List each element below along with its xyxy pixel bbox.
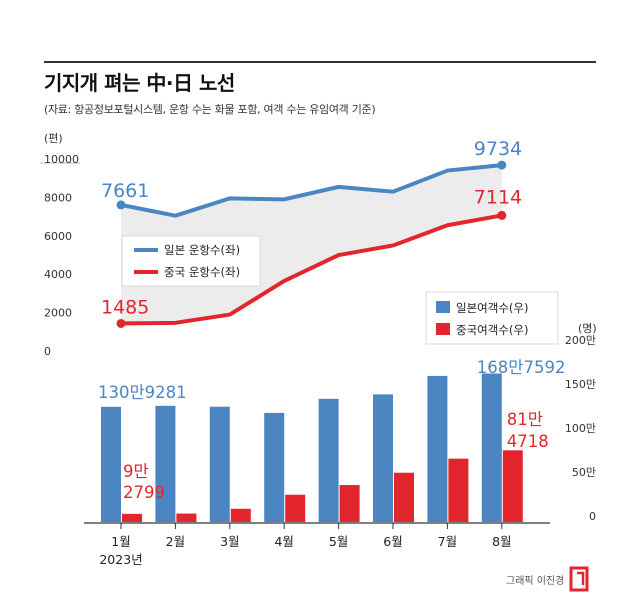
right-axis: (명) 0 50만 100만 150만 200만 xyxy=(565,322,597,523)
china-passengers-bar xyxy=(122,513,142,522)
left-axis: (편) 0 2000 4000 6000 8000 10000 xyxy=(40,132,80,358)
x-axis-tick: 5월 xyxy=(329,534,348,549)
china-passengers-bar xyxy=(394,472,414,522)
japan-passengers-bar xyxy=(209,406,230,522)
japan-flights-last-label: 9734 xyxy=(474,138,522,160)
legend-china-passengers-swatch xyxy=(436,323,450,335)
china-passengers-last-label-line2: 4718 xyxy=(507,432,549,451)
japan-passengers-bar xyxy=(481,373,502,522)
left-axis-tick: 8000 xyxy=(44,191,72,204)
china-passengers-bar xyxy=(339,485,360,522)
china-passengers-first-label-line1: 9만 xyxy=(123,462,149,481)
china-passengers-bar xyxy=(448,458,469,522)
graphic-credit: 그래픽 이진경 xyxy=(506,576,565,587)
japan-passengers-bar xyxy=(264,412,285,522)
right-axis-unit: (명) xyxy=(578,322,597,335)
china-flights-point xyxy=(116,318,126,328)
legend-japan-passengers-swatch xyxy=(436,301,450,313)
right-axis-tick: 150만 xyxy=(565,378,596,391)
legend-japan-flights-label: 일본 운항수(좌) xyxy=(164,243,240,257)
left-axis-tick: 6000 xyxy=(44,230,72,243)
china-flights-line xyxy=(120,213,503,326)
china-passengers-bar xyxy=(502,450,523,522)
bar-chart: 130만9281 168만7592 9만 2799 81만 4718 xyxy=(98,358,565,522)
bar-legend-box xyxy=(425,291,559,345)
right-axis-tick: 200만 xyxy=(565,334,596,347)
left-axis-tick: 4000 xyxy=(44,268,72,281)
chart-title: 기지개 펴는 中·日 노선 xyxy=(44,71,235,95)
legend-japan-passengers-label: 일본여객수(우) xyxy=(456,301,528,315)
x-axis-tick: 7월 xyxy=(438,534,457,549)
japan-flights-first-label: 7661 xyxy=(101,180,149,202)
japan-passengers-last-label: 168만7592 xyxy=(477,358,566,377)
chart-subtitle: (자료: 항공정보포털시스템, 운항 수는 화물 포함, 여객 수는 유임여객 … xyxy=(44,103,376,116)
x-axis: 1월 2월 3월 4월 5월 6월 7월 8월 2023년 xyxy=(84,522,550,567)
x-axis-tick: 4월 xyxy=(274,534,293,549)
line-legend-box xyxy=(121,235,261,287)
x-axis-tick: 1월 xyxy=(111,534,130,549)
x-axis-year: 2023년 xyxy=(99,552,142,567)
china-passengers-bar xyxy=(285,494,306,522)
legend-china-passengers-label: 중국여객수(우) xyxy=(456,323,528,337)
japan-passengers-bar xyxy=(318,398,339,522)
china-flights-first-label: 1485 xyxy=(101,296,149,318)
japan-flights-line xyxy=(120,163,502,218)
china-passengers-first-label-line2: 2799 xyxy=(123,483,165,502)
title-rule xyxy=(44,61,596,63)
japan-passengers-bar xyxy=(101,406,121,522)
china-passengers-bar xyxy=(176,513,197,522)
japan-flights-point xyxy=(497,160,507,170)
china-flights-last-label: 7114 xyxy=(474,186,522,208)
left-axis-unit: (편) xyxy=(44,132,63,145)
right-axis-tick: 0 xyxy=(589,510,596,523)
left-axis-tick: 2000 xyxy=(44,307,72,320)
right-axis-tick: 100만 xyxy=(565,422,596,435)
right-axis-tick: 50만 xyxy=(572,466,596,479)
japan-passengers-bar xyxy=(427,375,448,522)
legends: 일본 운항수(좌) 중국 운항수(좌) 일본여객수(우) 중국여객수(우) xyxy=(121,235,559,345)
japan-passengers-bar xyxy=(373,394,393,522)
china-passengers-bar xyxy=(230,508,251,522)
x-axis-tick: 6월 xyxy=(383,534,402,549)
x-axis-tick: 2월 xyxy=(166,534,185,549)
china-passengers-last-label-line1: 81만 xyxy=(507,410,543,429)
left-axis-tick: 0 xyxy=(44,345,51,358)
x-axis-tick: 8월 xyxy=(492,534,511,549)
left-axis-tick: 10000 xyxy=(44,153,79,166)
china-flights-point xyxy=(497,210,507,220)
japan-flights-point xyxy=(116,200,126,210)
legend-china-flights-label: 중국 운항수(좌) xyxy=(164,265,240,279)
japan-passengers-first-label: 130만9281 xyxy=(98,383,187,402)
japan-passengers-bar xyxy=(155,405,176,522)
publisher-logo-icon xyxy=(569,566,589,592)
x-axis-tick: 3월 xyxy=(220,534,239,549)
